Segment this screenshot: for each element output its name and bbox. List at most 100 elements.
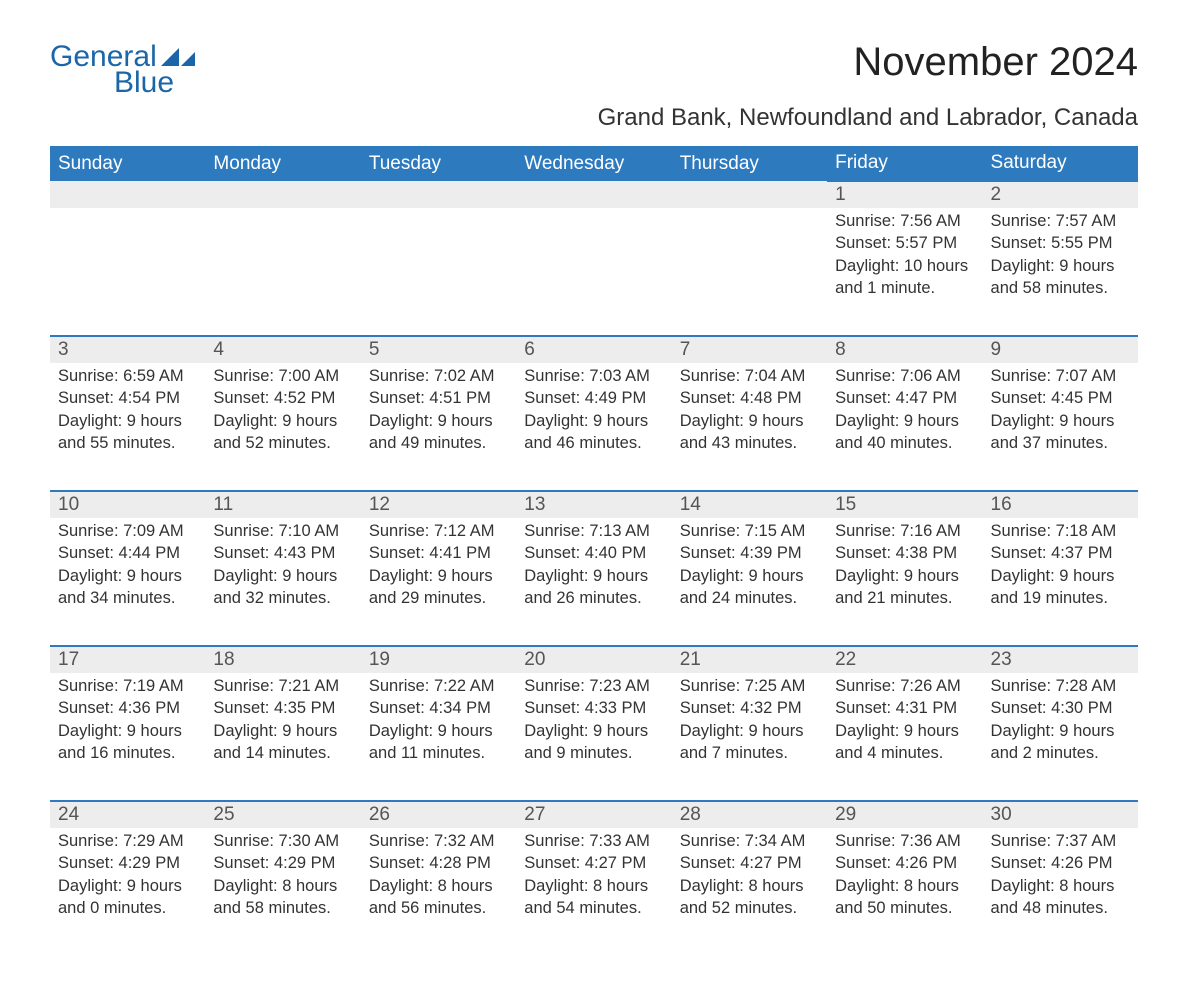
- day-number-cell: [205, 181, 360, 208]
- daylight-line: Daylight: 9 hours and 43 minutes.: [680, 410, 819, 455]
- day-number-cell: 29: [827, 801, 982, 828]
- sunset-line: Sunset: 4:33 PM: [524, 697, 663, 719]
- day-detail-cell: Sunrise: 7:33 AMSunset: 4:27 PMDaylight:…: [516, 828, 671, 956]
- sunrise-line: Sunrise: 7:10 AM: [213, 520, 352, 542]
- day-detail-cell: [205, 208, 360, 336]
- daylight-line: Daylight: 9 hours and 2 minutes.: [991, 720, 1130, 765]
- day-number-cell: [672, 181, 827, 208]
- day-detail-cell: Sunrise: 7:02 AMSunset: 4:51 PMDaylight:…: [361, 363, 516, 491]
- daylight-line: Daylight: 9 hours and 16 minutes.: [58, 720, 197, 765]
- day-detail-cell: Sunrise: 7:28 AMSunset: 4:30 PMDaylight:…: [983, 673, 1138, 801]
- sunset-line: Sunset: 4:32 PM: [680, 697, 819, 719]
- sunset-line: Sunset: 4:29 PM: [58, 852, 197, 874]
- sunset-line: Sunset: 4:37 PM: [991, 542, 1130, 564]
- daylight-line: Daylight: 8 hours and 50 minutes.: [835, 875, 974, 920]
- day-number-cell: 23: [983, 646, 1138, 673]
- day-number-cell: 4: [205, 336, 360, 363]
- day-number-cell: 2: [983, 181, 1138, 208]
- col-header: Tuesday: [361, 146, 516, 181]
- day-detail-cell: Sunrise: 7:23 AMSunset: 4:33 PMDaylight:…: [516, 673, 671, 801]
- sunset-line: Sunset: 4:26 PM: [835, 852, 974, 874]
- sunset-line: Sunset: 4:26 PM: [991, 852, 1130, 874]
- page-title: November 2024: [853, 40, 1138, 85]
- day-detail-cell: Sunrise: 7:25 AMSunset: 4:32 PMDaylight:…: [672, 673, 827, 801]
- day-number-cell: 22: [827, 646, 982, 673]
- day-number-cell: 30: [983, 801, 1138, 828]
- sunrise-line: Sunrise: 7:00 AM: [213, 365, 352, 387]
- daylight-line: Daylight: 9 hours and 40 minutes.: [835, 410, 974, 455]
- col-header: Saturday: [983, 146, 1138, 181]
- sunset-line: Sunset: 4:39 PM: [680, 542, 819, 564]
- sunrise-line: Sunrise: 7:21 AM: [213, 675, 352, 697]
- day-detail-cell: [516, 208, 671, 336]
- sunset-line: Sunset: 4:34 PM: [369, 697, 508, 719]
- daylight-line: Daylight: 9 hours and 58 minutes.: [991, 255, 1130, 300]
- week-details-row: Sunrise: 7:09 AMSunset: 4:44 PMDaylight:…: [50, 518, 1138, 646]
- sunrise-line: Sunrise: 7:25 AM: [680, 675, 819, 697]
- day-detail-cell: Sunrise: 7:36 AMSunset: 4:26 PMDaylight:…: [827, 828, 982, 956]
- daylight-line: Daylight: 8 hours and 52 minutes.: [680, 875, 819, 920]
- day-detail-cell: Sunrise: 7:13 AMSunset: 4:40 PMDaylight:…: [516, 518, 671, 646]
- col-header: Monday: [205, 146, 360, 181]
- day-detail-cell: Sunrise: 7:04 AMSunset: 4:48 PMDaylight:…: [672, 363, 827, 491]
- daylight-line: Daylight: 9 hours and 49 minutes.: [369, 410, 508, 455]
- sunset-line: Sunset: 4:52 PM: [213, 387, 352, 409]
- sunset-line: Sunset: 4:28 PM: [369, 852, 508, 874]
- sunrise-line: Sunrise: 7:03 AM: [524, 365, 663, 387]
- logo-word2: Blue: [114, 66, 174, 100]
- sunrise-line: Sunrise: 7:19 AM: [58, 675, 197, 697]
- daylight-line: Daylight: 10 hours and 1 minute.: [835, 255, 974, 300]
- week-details-row: Sunrise: 7:56 AMSunset: 5:57 PMDaylight:…: [50, 208, 1138, 336]
- day-detail-cell: Sunrise: 7:56 AMSunset: 5:57 PMDaylight:…: [827, 208, 982, 336]
- sunrise-line: Sunrise: 7:13 AM: [524, 520, 663, 542]
- sunset-line: Sunset: 4:27 PM: [680, 852, 819, 874]
- daylight-line: Daylight: 9 hours and 14 minutes.: [213, 720, 352, 765]
- day-number-cell: [50, 181, 205, 208]
- day-number-cell: 25: [205, 801, 360, 828]
- day-detail-cell: Sunrise: 7:18 AMSunset: 4:37 PMDaylight:…: [983, 518, 1138, 646]
- sunset-line: Sunset: 4:27 PM: [524, 852, 663, 874]
- sunrise-line: Sunrise: 7:56 AM: [835, 210, 974, 232]
- sunrise-line: Sunrise: 7:57 AM: [991, 210, 1130, 232]
- day-detail-cell: Sunrise: 7:26 AMSunset: 4:31 PMDaylight:…: [827, 673, 982, 801]
- sunrise-line: Sunrise: 7:34 AM: [680, 830, 819, 852]
- week-details-row: Sunrise: 7:29 AMSunset: 4:29 PMDaylight:…: [50, 828, 1138, 956]
- daylight-line: Daylight: 8 hours and 48 minutes.: [991, 875, 1130, 920]
- col-header: Sunday: [50, 146, 205, 181]
- sunset-line: Sunset: 4:54 PM: [58, 387, 197, 409]
- sunset-line: Sunset: 4:48 PM: [680, 387, 819, 409]
- sunrise-line: Sunrise: 7:12 AM: [369, 520, 508, 542]
- day-number-cell: 16: [983, 491, 1138, 518]
- day-number-cell: 11: [205, 491, 360, 518]
- day-number-cell: [516, 181, 671, 208]
- sunset-line: Sunset: 4:49 PM: [524, 387, 663, 409]
- sunrise-line: Sunrise: 7:02 AM: [369, 365, 508, 387]
- logo: General Blue: [50, 40, 195, 100]
- day-number-cell: 9: [983, 336, 1138, 363]
- daylight-line: Daylight: 9 hours and 26 minutes.: [524, 565, 663, 610]
- sunrise-line: Sunrise: 7:15 AM: [680, 520, 819, 542]
- daylight-line: Daylight: 8 hours and 58 minutes.: [213, 875, 352, 920]
- day-detail-cell: Sunrise: 6:59 AMSunset: 4:54 PMDaylight:…: [50, 363, 205, 491]
- daylight-line: Daylight: 9 hours and 32 minutes.: [213, 565, 352, 610]
- daylight-line: Daylight: 9 hours and 34 minutes.: [58, 565, 197, 610]
- sunset-line: Sunset: 4:30 PM: [991, 697, 1130, 719]
- day-detail-cell: Sunrise: 7:12 AMSunset: 4:41 PMDaylight:…: [361, 518, 516, 646]
- sunset-line: Sunset: 5:55 PM: [991, 232, 1130, 254]
- sunrise-line: Sunrise: 6:59 AM: [58, 365, 197, 387]
- sunrise-line: Sunrise: 7:23 AM: [524, 675, 663, 697]
- day-number-cell: 26: [361, 801, 516, 828]
- daylight-line: Daylight: 9 hours and 29 minutes.: [369, 565, 508, 610]
- day-detail-cell: Sunrise: 7:09 AMSunset: 4:44 PMDaylight:…: [50, 518, 205, 646]
- sunset-line: Sunset: 4:41 PM: [369, 542, 508, 564]
- sunrise-line: Sunrise: 7:30 AM: [213, 830, 352, 852]
- week-daynum-row: 12: [50, 181, 1138, 208]
- day-number-cell: 20: [516, 646, 671, 673]
- day-detail-cell: Sunrise: 7:30 AMSunset: 4:29 PMDaylight:…: [205, 828, 360, 956]
- sunset-line: Sunset: 4:40 PM: [524, 542, 663, 564]
- day-number-cell: 7: [672, 336, 827, 363]
- sunrise-line: Sunrise: 7:33 AM: [524, 830, 663, 852]
- week-daynum-row: 24252627282930: [50, 801, 1138, 828]
- week-daynum-row: 10111213141516: [50, 491, 1138, 518]
- day-number-cell: 12: [361, 491, 516, 518]
